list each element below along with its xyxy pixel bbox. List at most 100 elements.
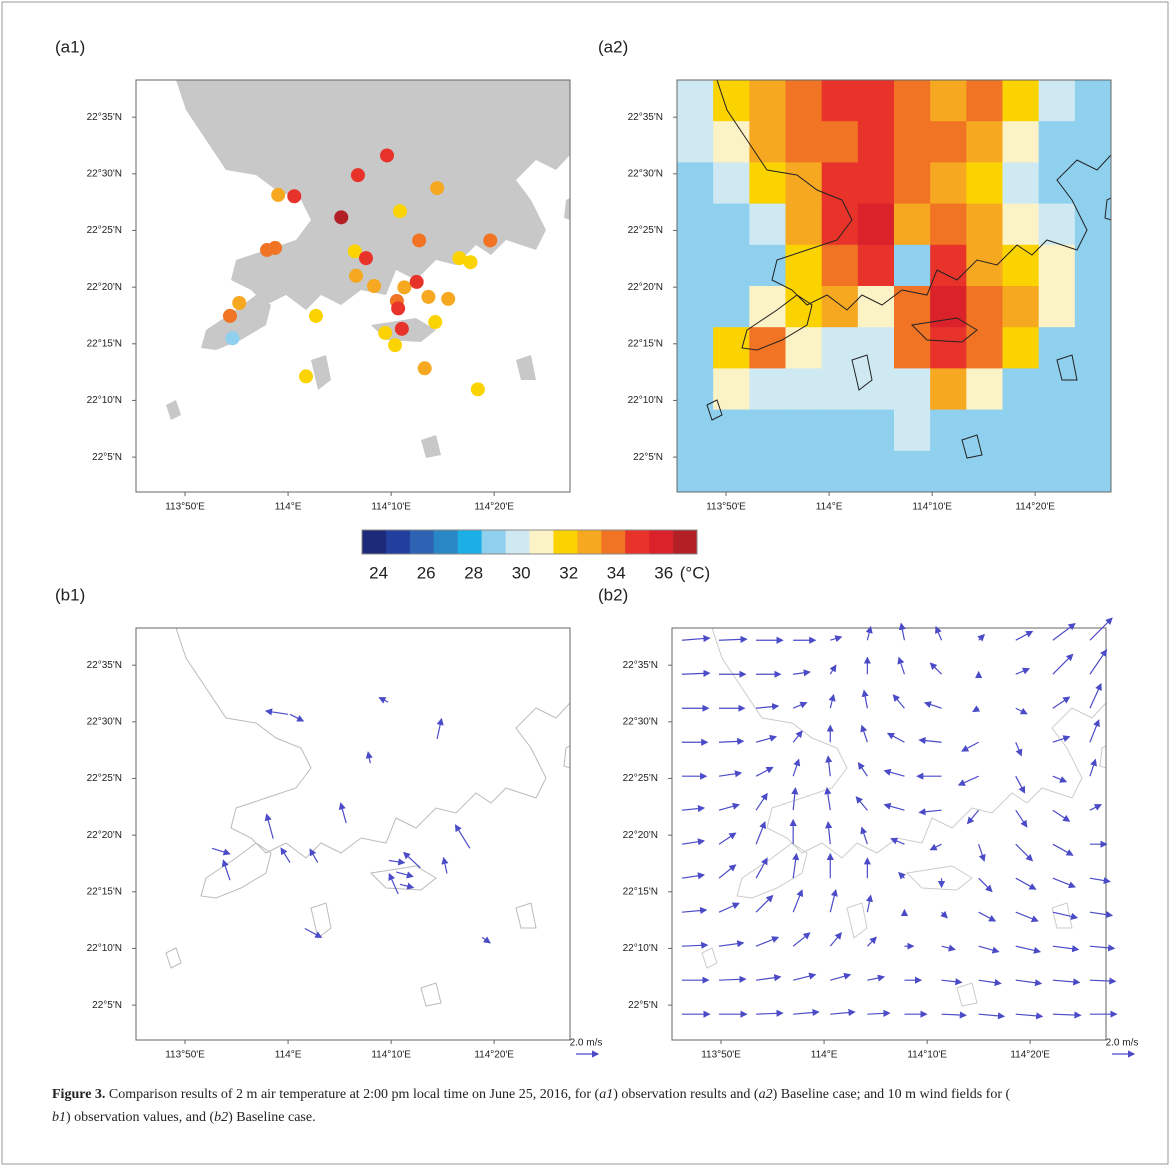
temp-cell — [857, 409, 895, 452]
station — [430, 181, 445, 196]
station — [409, 274, 424, 289]
temp-cell — [894, 450, 931, 492]
wind-arrow — [890, 837, 905, 845]
temp-cell — [677, 203, 714, 246]
wind-arrow — [865, 894, 874, 913]
temp-cell — [930, 203, 967, 246]
colorbar-cell — [362, 530, 387, 554]
map-border — [671, 627, 1107, 1041]
temp-cell — [1002, 368, 1040, 411]
wind-arrow — [681, 669, 711, 677]
temp-cell — [1038, 244, 1076, 287]
temp-cell — [677, 409, 714, 452]
y-tick-label: 22°15'N — [87, 886, 122, 897]
temp-cell — [1074, 162, 1111, 205]
wind-arrow — [1052, 775, 1068, 783]
wind-arrow — [681, 941, 709, 949]
y-tick-label: 22°5'N — [92, 452, 122, 463]
wind-arrow — [1052, 911, 1079, 920]
wind-arrow — [866, 936, 878, 947]
temp-cell — [1074, 203, 1111, 246]
temp-cell — [749, 368, 786, 411]
wind-arrow — [1089, 911, 1114, 919]
temp-cell — [713, 368, 750, 411]
temp-cell — [749, 121, 786, 163]
wind-arrow — [718, 832, 737, 845]
wind-arrow — [1089, 649, 1108, 675]
wind-arrow — [1089, 977, 1117, 985]
y-tick-label: 22°10'N — [87, 395, 122, 406]
wind-arrow — [755, 734, 778, 743]
wind-arrow — [338, 802, 347, 824]
wind-arrow — [792, 758, 801, 777]
wind-arrow — [1052, 877, 1076, 889]
wind-arrow — [977, 633, 985, 642]
y-tick-label: 22°5'N — [92, 1000, 122, 1011]
wind-arrow — [441, 856, 449, 874]
wind-arrow — [1052, 696, 1071, 709]
temp-cell — [857, 368, 895, 411]
temp-cell — [894, 80, 931, 122]
temp-cell — [857, 162, 895, 205]
wind-arrow — [718, 635, 748, 643]
station — [308, 308, 323, 323]
station — [463, 255, 478, 270]
station — [452, 251, 467, 266]
wind-arrow — [718, 902, 740, 913]
temp-cell — [785, 162, 823, 205]
y-tick-label: 22°35'N — [623, 660, 658, 671]
x-tick-label: 114°20'E — [474, 1050, 514, 1061]
temp-cell — [1038, 121, 1076, 163]
wind-arrow — [755, 792, 768, 811]
temp-cell — [677, 286, 714, 328]
caption-part: b2 — [214, 1110, 228, 1125]
wind-arrow — [1089, 944, 1116, 952]
colorbar-tick-label: 30 — [512, 563, 531, 582]
y-tick-label: 22°20'N — [623, 830, 658, 841]
temp-cell — [1002, 162, 1040, 205]
station — [392, 204, 407, 219]
temp-cell — [1002, 286, 1040, 328]
wind-arrow — [681, 906, 708, 915]
station — [470, 382, 485, 397]
wind-arrow — [365, 751, 373, 764]
wind-arrow — [792, 852, 800, 879]
wind-arrow — [718, 770, 743, 778]
temp-cell — [1038, 80, 1076, 122]
temp-cell — [677, 450, 714, 492]
colorbar-tick-label: 28 — [464, 563, 483, 582]
y-tick-label: 22°5'N — [633, 452, 663, 463]
temp-cell — [966, 409, 1003, 452]
map-background — [136, 628, 570, 1040]
wind-arrow — [824, 787, 832, 811]
panel-label: (a1) — [55, 37, 85, 56]
colorbar-tick-label: 32 — [559, 563, 578, 582]
wind-arrow — [755, 974, 782, 982]
temp-cell — [930, 162, 967, 205]
wind-arrow — [828, 693, 836, 709]
wind-arrow — [865, 625, 873, 641]
map-area — [136, 80, 570, 492]
temp-cell — [966, 327, 1003, 369]
wind-arrow — [791, 787, 799, 811]
wind-arrow — [1052, 843, 1074, 856]
temp-cell — [821, 203, 859, 246]
temp-cell — [966, 203, 1003, 246]
temp-cell — [713, 162, 750, 205]
x-tick-label: 114°20'E — [1015, 502, 1055, 513]
temp-cell — [1074, 409, 1111, 452]
wind-arrow — [1052, 978, 1081, 986]
temp-cell — [894, 203, 931, 246]
wind-arrow — [883, 768, 905, 777]
temp-cell — [930, 409, 967, 452]
temp-cell — [930, 327, 967, 369]
temp-cell — [677, 244, 714, 287]
station — [378, 325, 393, 340]
wind-arrow — [388, 872, 399, 895]
caption-part: a1 — [599, 1087, 613, 1102]
wind-arrow — [1015, 741, 1023, 757]
wind-arrow — [978, 877, 993, 893]
temp-cell — [677, 162, 714, 205]
colorbar-cell — [433, 530, 459, 554]
colorbar-unit: (°C) — [680, 563, 710, 582]
